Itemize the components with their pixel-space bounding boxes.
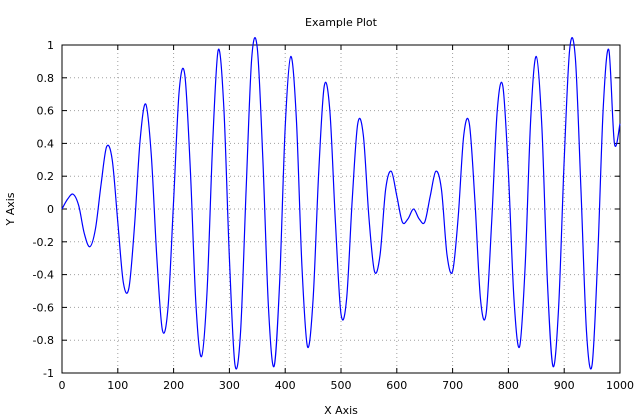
y-tick-label: -0.6 (33, 301, 54, 314)
y-tick-label: 0.4 (37, 137, 55, 150)
x-tick-label: 700 (442, 379, 463, 392)
y-tick-label: 0 (47, 203, 54, 216)
chart-title: Example Plot (305, 16, 378, 29)
x-axis-label: X Axis (324, 404, 358, 417)
x-tick-label: 200 (163, 379, 184, 392)
series-layer (61, 37, 621, 370)
x-tick-label: 800 (498, 379, 519, 392)
grid (62, 45, 620, 373)
x-tick-label: 900 (554, 379, 575, 392)
x-tick-label: 100 (107, 379, 128, 392)
x-tick-label: 500 (331, 379, 352, 392)
y-tick-label: -1 (43, 367, 54, 380)
x-tick-label: 400 (275, 379, 296, 392)
y-tick-label: 0.8 (37, 72, 55, 85)
y-tick-labels: -1 -0.8 -0.6 -0.4 -0.2 0 0.2 0.4 0.6 0.8 1 (33, 39, 54, 380)
x-tick-label: 600 (386, 379, 407, 392)
x-tick-label: 1000 (606, 379, 634, 392)
y-tick-label: 0.2 (37, 170, 55, 183)
y-tick-label: -0.8 (33, 334, 54, 347)
x-tick-label: 300 (219, 379, 240, 392)
series-line-0 (61, 37, 621, 370)
x-tick-labels: 0 100 200 300 400 500 600 700 800 900 1000 (59, 379, 635, 392)
tick-marks (61, 44, 621, 374)
y-axis-label: Y Axis (4, 192, 17, 226)
y-tick-label: 1 (47, 39, 54, 52)
y-tick-label: -0.4 (33, 269, 54, 282)
x-tick-label: 0 (59, 379, 66, 392)
y-tick-label: 0.6 (37, 105, 55, 118)
y-tick-label: -0.2 (33, 236, 54, 249)
